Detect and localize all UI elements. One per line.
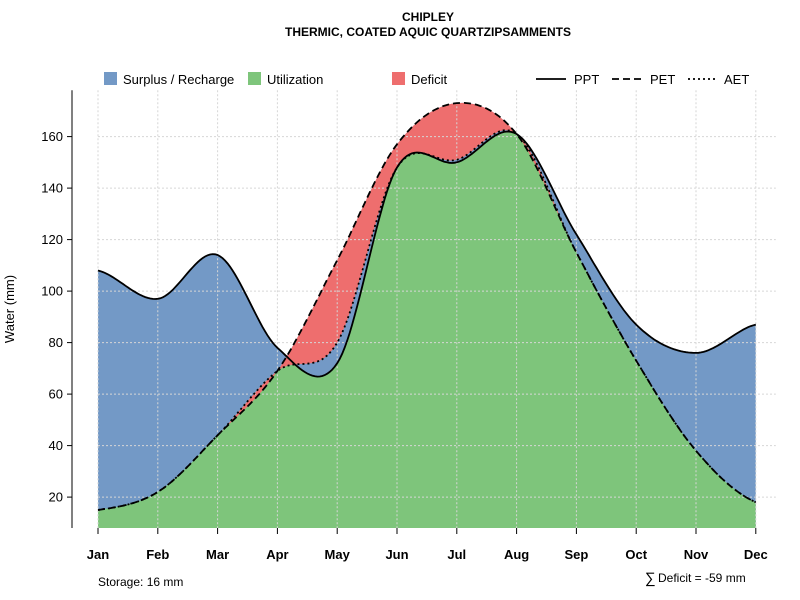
- ppt-line: [97, 130, 757, 378]
- x-tick-label-jun: Jun: [385, 547, 408, 562]
- y-tick-label-20: 20: [49, 490, 63, 505]
- grid-lines: [97, 90, 776, 528]
- y-axis-label: Water (mm): [2, 275, 17, 343]
- x-tick-label-dec: Dec: [744, 547, 768, 562]
- y-tick-label-100: 100: [41, 284, 63, 299]
- legend-ppt-label: PPT: [574, 72, 599, 87]
- x-tick-label-jan: Jan: [87, 547, 109, 562]
- y-tick-label-140: 140: [41, 181, 63, 196]
- legend-deficit-label: Deficit: [411, 72, 448, 87]
- y-tick-label-120: 120: [41, 232, 63, 247]
- x-tick-label-feb: Feb: [146, 547, 169, 562]
- legend-utilization-swatch: [248, 72, 261, 85]
- legend-aet-label: AET: [724, 72, 749, 87]
- y-ticks: 20 40 60 80 100 120 140 160: [41, 129, 72, 505]
- y-tick-label-40: 40: [49, 438, 63, 453]
- plot-fills: [98, 102, 756, 529]
- legend-deficit-swatch: [392, 72, 405, 85]
- storage-note: Storage: 16 mm: [98, 575, 183, 589]
- chart-title: CHIPLEY: [402, 10, 454, 24]
- y-tick-label-60: 60: [49, 387, 63, 402]
- x-tick-label-oct: Oct: [625, 547, 647, 562]
- legend-surplus-label: Surplus / Recharge: [123, 72, 234, 87]
- x-tick-label-apr: Apr: [266, 547, 288, 562]
- y-tick-label-80: 80: [49, 335, 63, 350]
- x-tick-label-mar: Mar: [206, 547, 229, 562]
- chart-subtitle: THERMIC, COATED AQUIC QUARTZIPSAMMENTS: [285, 25, 571, 39]
- legend-surplus-swatch: [104, 72, 117, 85]
- pet-line: [97, 102, 757, 511]
- legend-utilization-label: Utilization: [267, 72, 323, 87]
- x-tick-label-may: May: [325, 547, 351, 562]
- deficit-sum-symbol: ∑: [645, 570, 656, 587]
- deficit-note: Deficit = -59 mm: [658, 571, 746, 585]
- x-tick-label-jul: Jul: [447, 547, 466, 562]
- x-ticks: Jan Feb Mar Apr May Jun Jul Aug Sep Oct Nov Dec: [87, 528, 768, 562]
- legend: Surplus / Recharge Utilization Deficit P…: [104, 72, 749, 87]
- aet-line: [97, 129, 757, 511]
- x-tick-label-aug: Aug: [504, 547, 529, 562]
- x-tick-label-sep: Sep: [564, 547, 588, 562]
- utilization-area: [98, 131, 756, 528]
- y-tick-label-160: 160: [41, 129, 63, 144]
- series-lines: [97, 102, 757, 511]
- legend-pet-label: PET: [650, 72, 675, 87]
- x-tick-label-nov: Nov: [684, 547, 709, 562]
